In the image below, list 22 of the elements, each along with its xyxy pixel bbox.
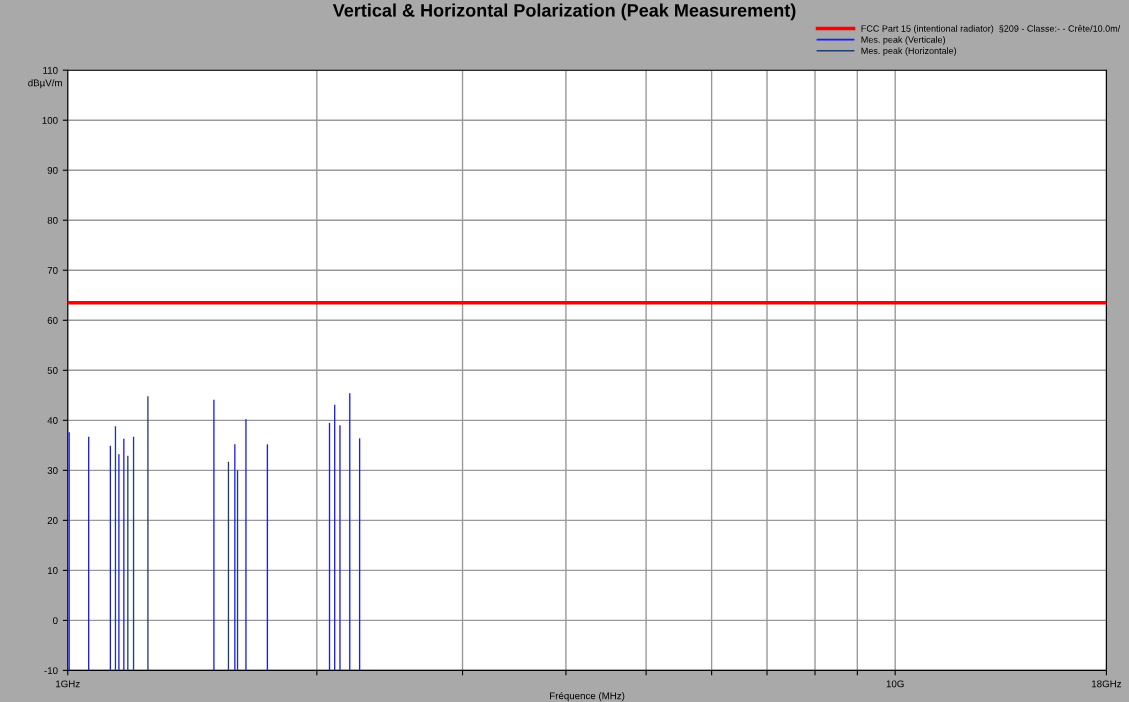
y-tick-label: 30 <box>47 467 58 474</box>
y-tick-label: 0 <box>52 617 58 625</box>
x-tick-label: 1GHz <box>56 680 80 688</box>
x-tick-label: 18GHz <box>1092 680 1122 688</box>
legend-label: Mes. peak (Verticale) <box>861 36 946 45</box>
y-tick-label: 90 <box>47 166 58 174</box>
y-tick-label: 80 <box>47 216 58 224</box>
y-tick-label: 100 <box>42 116 58 124</box>
y-tick-label: 70 <box>47 267 58 274</box>
legend-label: Mes. peak (Horizontale) <box>861 47 957 56</box>
legend-label: FCC Part 15 (intentional radiator) §209 - Classe:- - Crête/10.0m/ <box>861 25 1121 34</box>
y-tick-label: -10 <box>44 667 58 675</box>
y-tick-label: 110 <box>43 66 58 74</box>
y-tick-label: 50 <box>47 367 58 374</box>
y-axis-title: dBµV/m <box>28 79 62 89</box>
y-tick-label: 40 <box>47 417 58 424</box>
x-tick-label: 10G <box>886 680 904 688</box>
y-tick-label: 20 <box>47 517 58 524</box>
y-tick-label: 10 <box>47 567 58 574</box>
chart-title: Vertical & Horizontal Polarization (Peak Measurement) <box>332 3 796 21</box>
y-tick-label: 60 <box>47 317 58 324</box>
x-axis-title: Fréquence (MHz) <box>550 691 625 702</box>
